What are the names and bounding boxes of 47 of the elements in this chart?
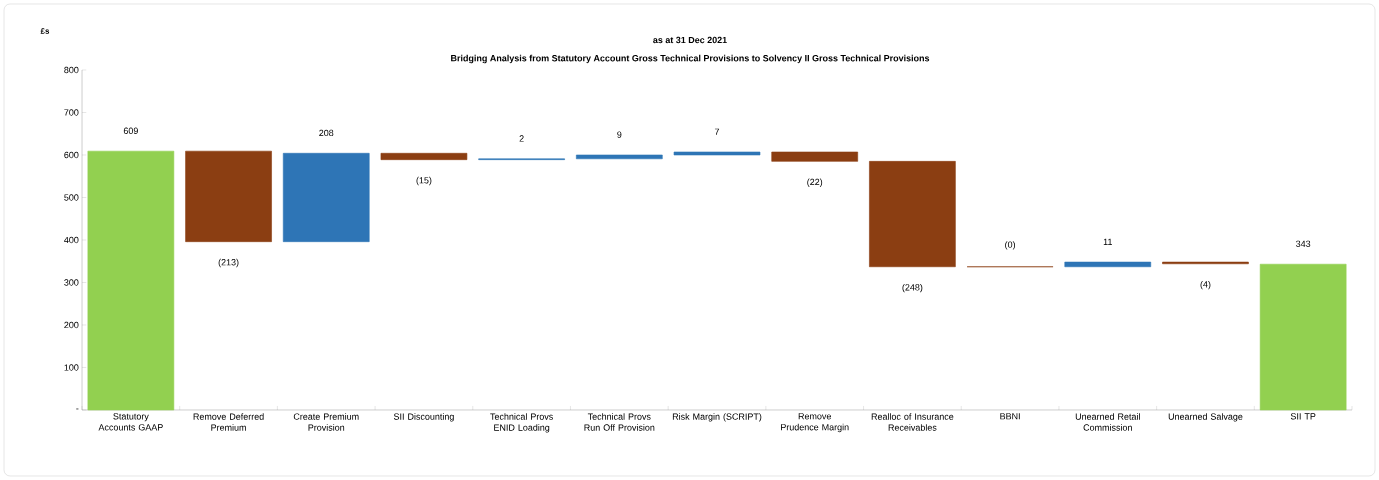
chart-subtitle: Bridging Analysis from Statutory Account Gross Technical Provisions to Solvency II Gross Technical Provisions bbox=[451, 54, 930, 64]
y-tick-label: 500 bbox=[64, 194, 79, 201]
data-label: 11 bbox=[1103, 238, 1112, 245]
data-label: (248) bbox=[902, 283, 923, 293]
x-tick-label: Statutory Accounts GAAP bbox=[98, 413, 163, 431]
data-label: (15) bbox=[416, 176, 432, 186]
y-tick-label: 600 bbox=[64, 151, 79, 159]
data-label: 2 bbox=[519, 135, 524, 142]
x-tick-label: SII Discounting bbox=[393, 413, 454, 422]
x-tick-label: Realloc of Insurance Receivables bbox=[871, 413, 954, 431]
data-label: 208 bbox=[319, 129, 334, 137]
bar bbox=[87, 150, 175, 411]
data-label: 609 bbox=[123, 127, 138, 134]
data-label: (213) bbox=[218, 258, 239, 268]
x-tick-label: Technical Provs ENID Loading bbox=[490, 413, 553, 433]
x-tick-label: Remove Prudence Margin bbox=[781, 413, 849, 433]
x-tick-label: Unearned Retail Commission bbox=[1075, 413, 1140, 431]
chart-title: as at 31 Dec 2021 bbox=[653, 36, 727, 44]
bar bbox=[282, 152, 370, 242]
data-label: (22) bbox=[807, 178, 823, 187]
x-tick-label: Remove Deferred Premium bbox=[193, 413, 264, 431]
y-tick-label: - bbox=[76, 408, 79, 410]
data-label: 343 bbox=[1296, 240, 1311, 248]
bar bbox=[1259, 263, 1347, 411]
data-label: (0) bbox=[1005, 241, 1016, 250]
bar bbox=[771, 151, 858, 162]
y-tick-label: 700 bbox=[64, 109, 79, 116]
y-tick-label: 400 bbox=[64, 236, 79, 244]
y-tick-label: 100 bbox=[64, 364, 79, 371]
x-tick-label: Technical Provs Run Off Provision bbox=[584, 413, 655, 431]
x-tick-label: Create Premium Provision bbox=[293, 413, 359, 431]
data-label: 7 bbox=[714, 128, 720, 135]
y-tick-label: 300 bbox=[64, 279, 79, 286]
data-label: 9 bbox=[617, 131, 622, 138]
x-tick-label: BBNI bbox=[1000, 413, 1020, 420]
bar bbox=[869, 161, 956, 268]
bar bbox=[673, 151, 761, 156]
x-tick-label: Risk Margin (SCRIPT) bbox=[672, 413, 762, 422]
y-tick-label: 200 bbox=[64, 321, 79, 329]
bar bbox=[185, 150, 272, 242]
x-tick-label: Unearned Salvage bbox=[1168, 413, 1243, 422]
bar bbox=[576, 154, 663, 160]
bar bbox=[380, 152, 468, 160]
bar bbox=[1064, 261, 1152, 268]
x-tick-label: SII TP bbox=[1290, 413, 1316, 420]
y-tick-label: 800 bbox=[64, 66, 79, 74]
data-label: (4) bbox=[1200, 280, 1211, 290]
